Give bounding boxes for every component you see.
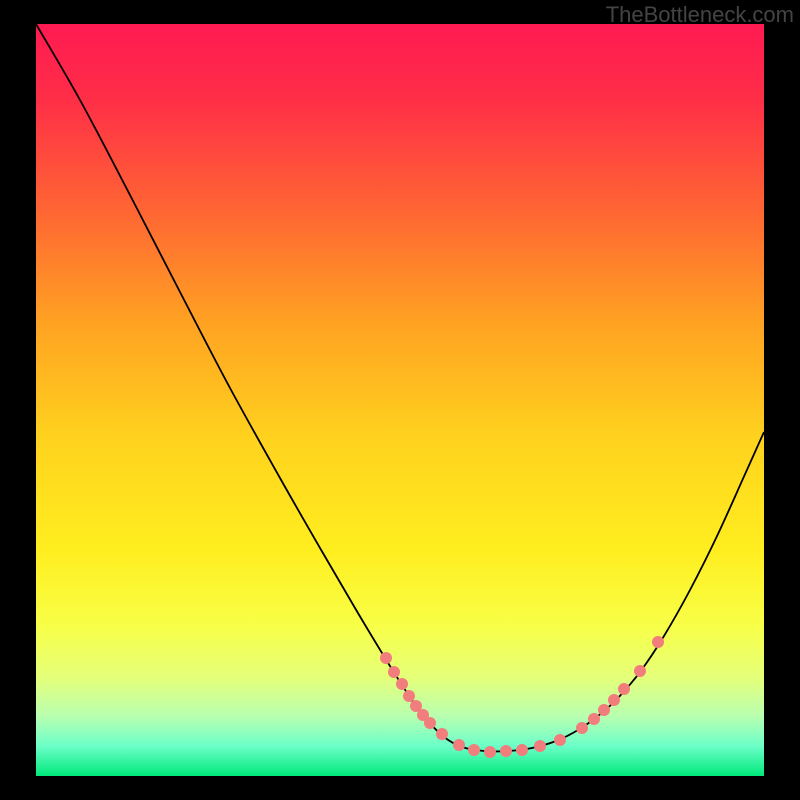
watermark-text: TheBottleneck.com (606, 2, 794, 28)
chart-container: TheBottleneck.com (0, 0, 800, 800)
plot-background (36, 24, 764, 776)
